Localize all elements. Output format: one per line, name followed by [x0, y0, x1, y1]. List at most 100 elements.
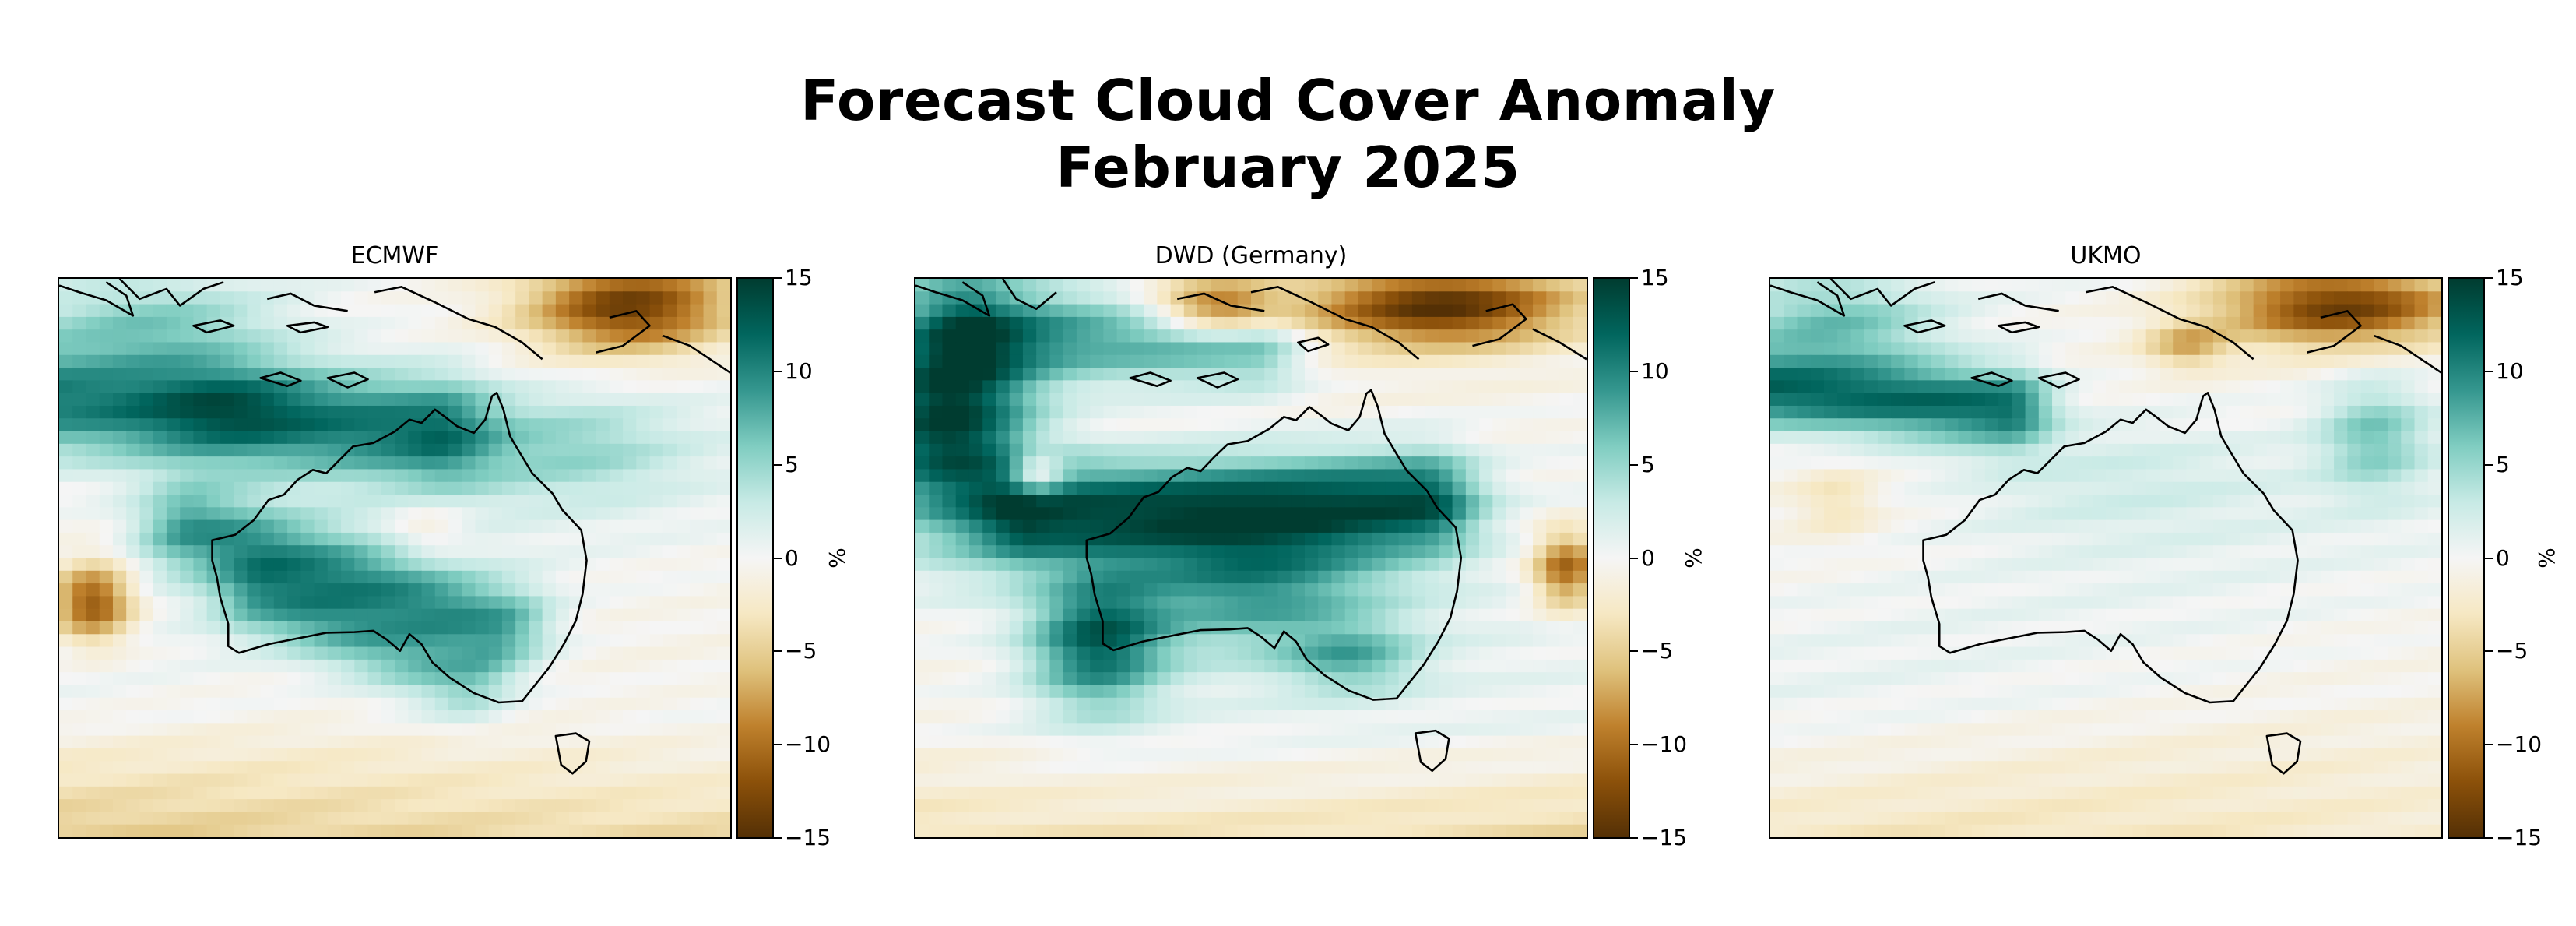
- grid-cell: [421, 773, 436, 787]
- grid-cell: [314, 532, 329, 546]
- grid-cell: [341, 710, 355, 724]
- grid-cell: [915, 393, 930, 407]
- grid-cell: [501, 621, 516, 635]
- grid-cell: [1183, 304, 1198, 318]
- grid-cell: [1385, 405, 1400, 419]
- grid-cell: [1917, 405, 1932, 419]
- grid-cell: [1103, 583, 1118, 597]
- grid-cell: [1277, 481, 1292, 495]
- grid-cell: [662, 469, 677, 483]
- grid-cell: [166, 354, 181, 368]
- grid-cell: [327, 405, 342, 419]
- grid-cell: [1291, 431, 1306, 445]
- grid-cell: [86, 723, 100, 737]
- grid-cell: [1850, 329, 1865, 343]
- grid-cell: [609, 279, 624, 292]
- grid-cell: [1573, 507, 1587, 521]
- grid-cell: [662, 786, 677, 800]
- grid-cell: [1076, 824, 1091, 837]
- grid-cell: [955, 469, 970, 483]
- grid-cell: [408, 596, 422, 610]
- grid-cell: [703, 812, 718, 826]
- grid-cell: [1036, 570, 1050, 584]
- grid-cell: [1277, 786, 1292, 800]
- grid-cell: [1264, 368, 1278, 381]
- grid-cell: [1251, 646, 1265, 660]
- grid-cell: [1277, 368, 1292, 381]
- grid-cell: [982, 773, 996, 787]
- grid-cell: [690, 405, 705, 419]
- grid-cell: [1372, 469, 1386, 483]
- grid-cell: [220, 583, 234, 597]
- grid-cell: [1130, 786, 1144, 800]
- grid-cell: [662, 710, 677, 724]
- grid-cell: [569, 405, 583, 419]
- grid-cell: [942, 621, 957, 635]
- grid-cell: [1224, 495, 1239, 508]
- grid-cell: [942, 583, 957, 597]
- grid-cell: [193, 418, 208, 432]
- grid-cell: [1224, 710, 1239, 724]
- grid-cell: [955, 812, 970, 826]
- grid-cell: [314, 507, 329, 521]
- grid-cell: [395, 393, 409, 407]
- grid-cell: [929, 519, 943, 533]
- grid-cell: [1398, 291, 1413, 305]
- grid-cell: [968, 748, 983, 762]
- grid-cell: [677, 291, 691, 305]
- grid-cell: [488, 481, 503, 495]
- grid-cell: [1877, 418, 1892, 432]
- grid-cell: [2266, 304, 2281, 318]
- grid-cell: [1264, 735, 1278, 749]
- grid-cell: [341, 646, 355, 660]
- grid-cell: [2293, 316, 2308, 330]
- grid-cell: [1465, 608, 1480, 622]
- grid-cell: [1519, 672, 1534, 685]
- grid-cell: [153, 697, 167, 711]
- grid-cell: [1411, 646, 1426, 660]
- grid-cell: [421, 304, 436, 318]
- grid-cell: [1264, 621, 1278, 635]
- grid-cell: [649, 368, 664, 381]
- grid-cell: [1197, 786, 1211, 800]
- grid-cell: [955, 723, 970, 737]
- grid-cell: [1958, 354, 1973, 368]
- grid-cell: [1116, 456, 1131, 470]
- grid-cell: [1573, 735, 1587, 749]
- grid-cell: [2374, 393, 2388, 407]
- grid-cell: [716, 723, 730, 737]
- grid-cell: [555, 519, 570, 533]
- grid-cell: [2414, 291, 2429, 305]
- grid-cell: [341, 532, 355, 546]
- grid-cell: [1425, 659, 1439, 673]
- grid-cell: [929, 583, 943, 597]
- grid-cell: [1036, 304, 1050, 318]
- grid-cell: [2240, 291, 2254, 305]
- grid-cell: [1559, 519, 1574, 533]
- grid-cell: [112, 291, 127, 305]
- grid-cell: [1144, 545, 1158, 559]
- grid-cell: [2159, 368, 2174, 381]
- grid-cell: [1465, 646, 1480, 660]
- grid-cell: [1197, 570, 1211, 584]
- grid-cell: [1251, 291, 1265, 305]
- grid-cell: [1291, 519, 1306, 533]
- grid-cell: [126, 495, 140, 508]
- grid-cell: [636, 646, 651, 660]
- grid-cell: [1971, 279, 1986, 292]
- grid-cell: [2320, 279, 2335, 292]
- grid-cell: [569, 634, 583, 648]
- grid-cell: [421, 659, 436, 673]
- grid-cell: [515, 608, 529, 622]
- grid-cell: [1452, 824, 1467, 837]
- grid-cell: [1559, 672, 1574, 685]
- grid-cell: [59, 431, 73, 445]
- grid-cell: [1506, 354, 1520, 368]
- grid-cell: [1506, 608, 1520, 622]
- grid-cell: [2065, 279, 2080, 292]
- grid-cell: [260, 659, 275, 673]
- grid-cell: [636, 507, 651, 521]
- grid-cell: [569, 380, 583, 394]
- grid-cell: [1036, 634, 1050, 648]
- grid-cell: [1411, 329, 1426, 343]
